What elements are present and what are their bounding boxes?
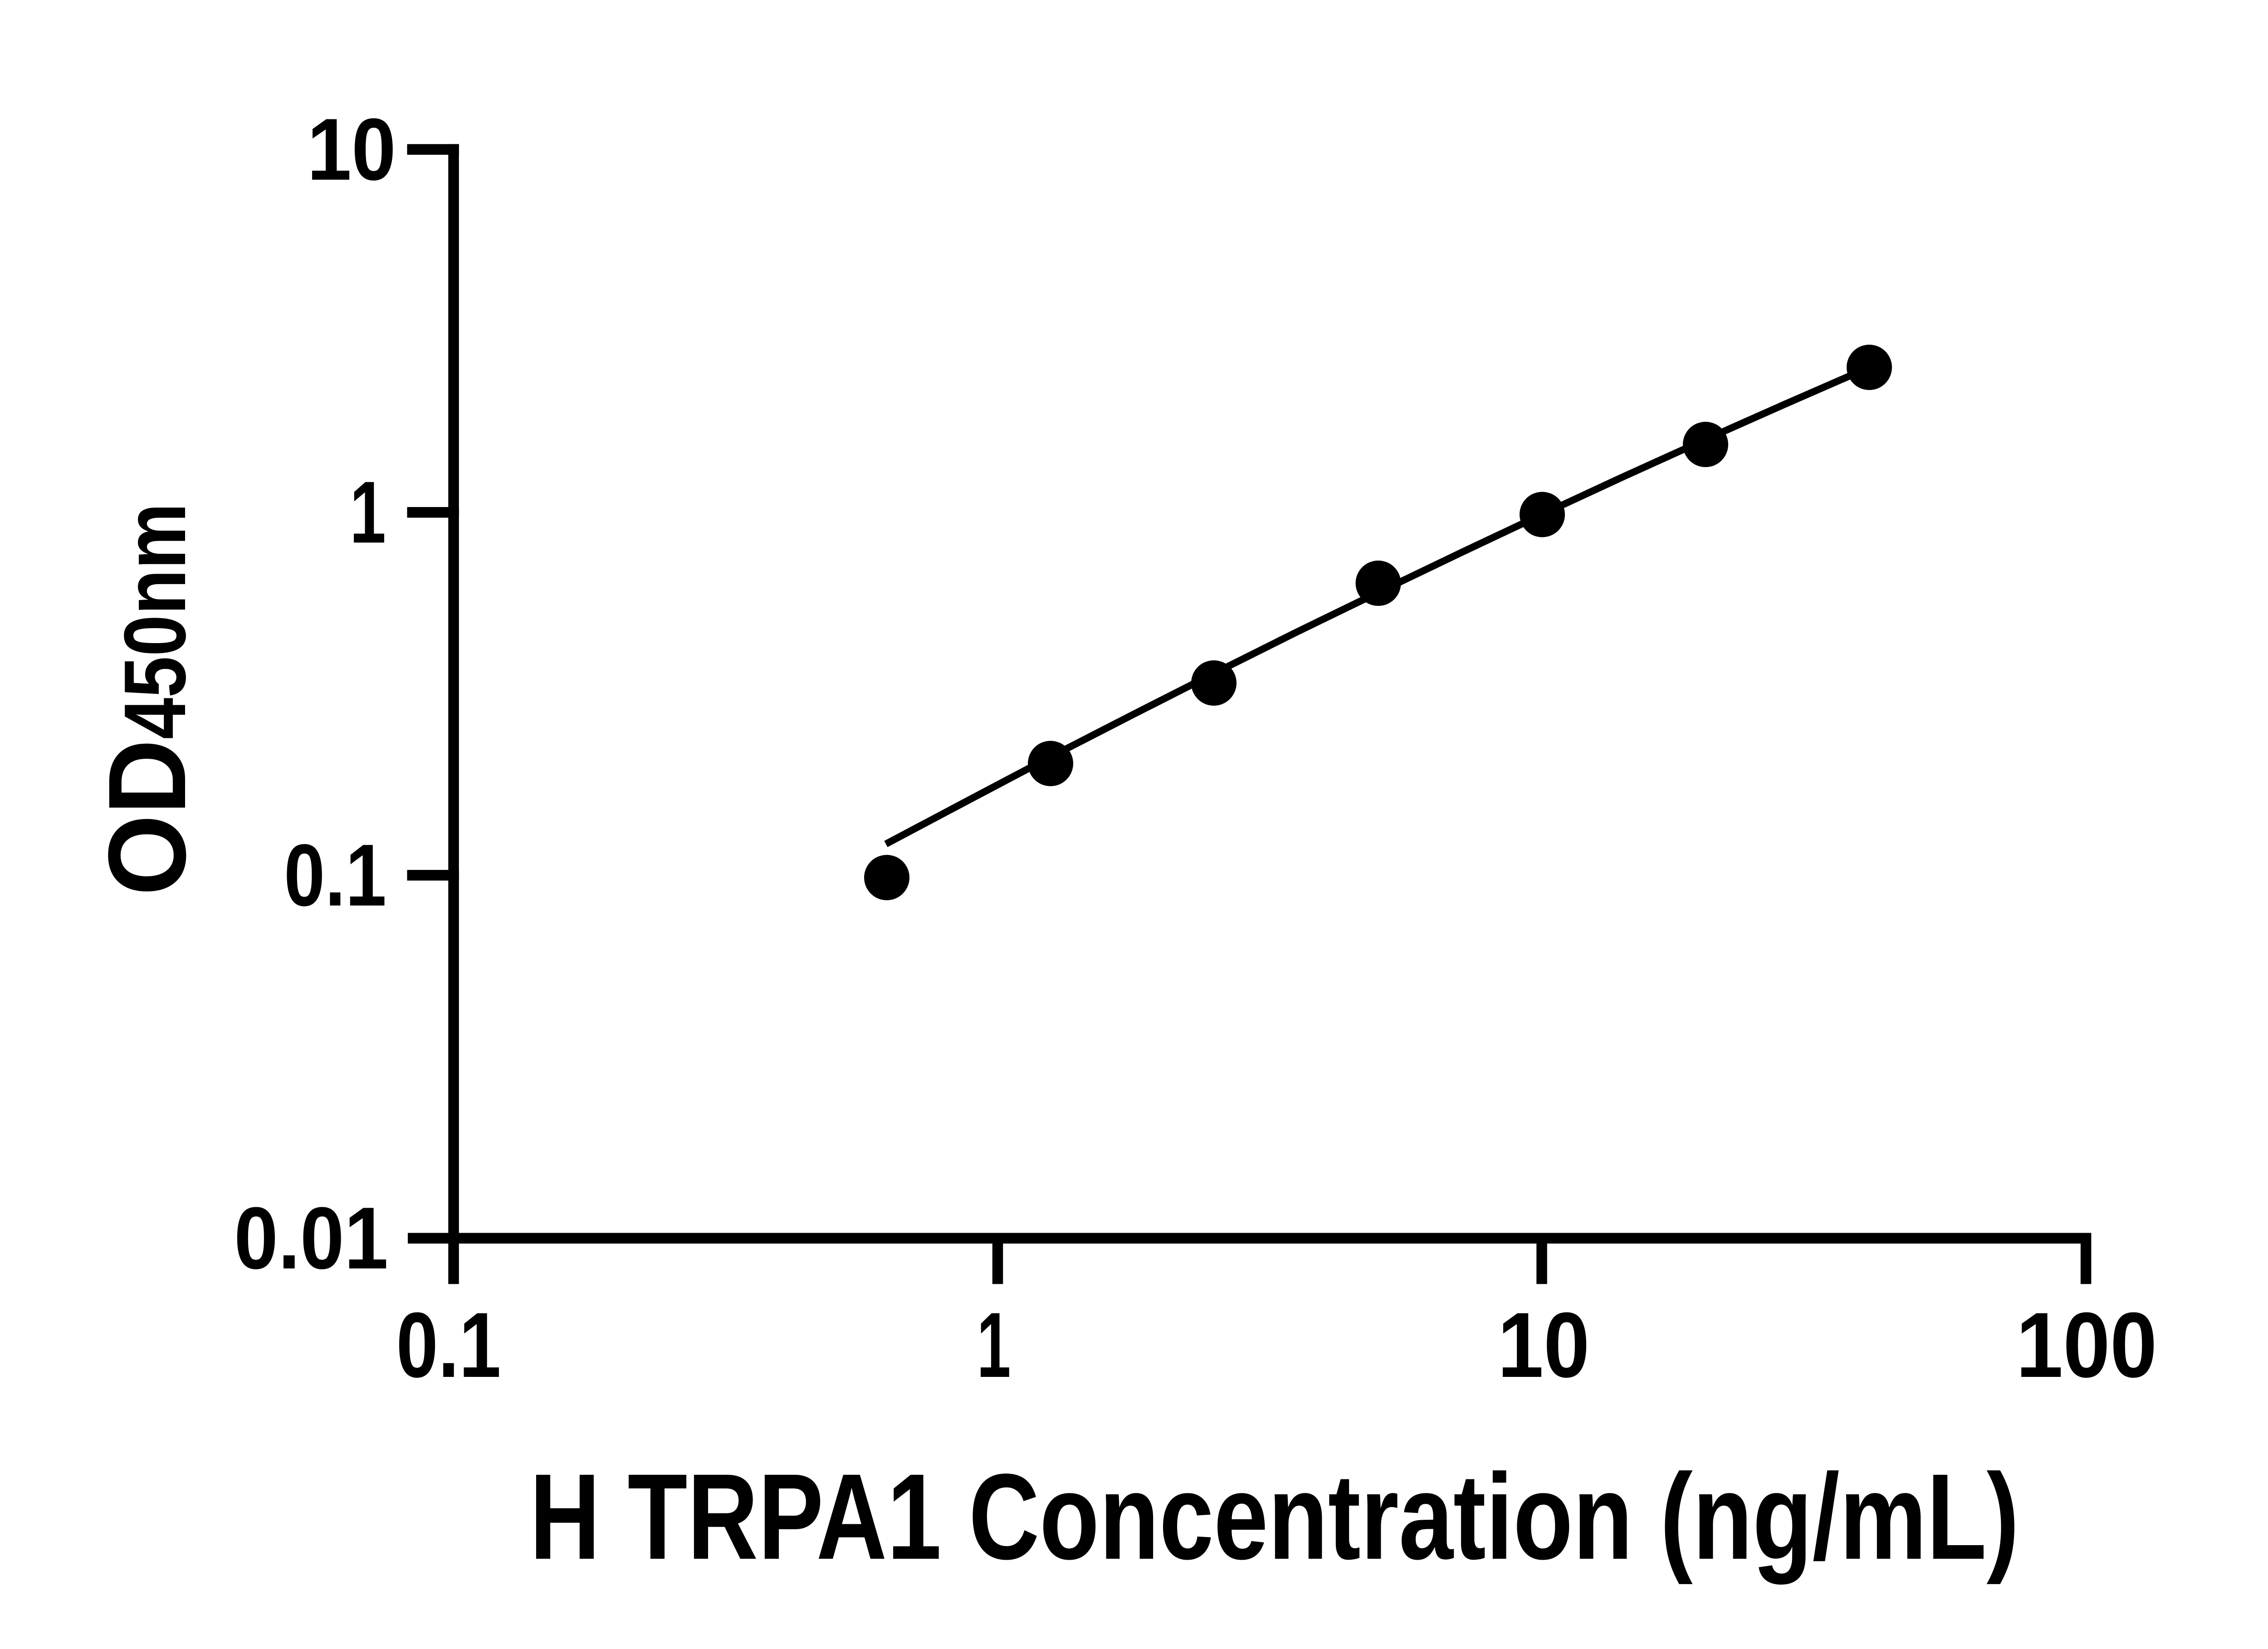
svg-text:OD: OD xyxy=(86,739,209,896)
svg-text:0.01: 0.01 xyxy=(234,1189,388,1288)
svg-text:1: 1 xyxy=(977,1293,1011,1397)
svg-text:0.1: 0.1 xyxy=(284,826,386,925)
svg-text:100: 100 xyxy=(2016,1293,2157,1397)
svg-text:10: 10 xyxy=(1498,1293,1590,1397)
svg-text:10: 10 xyxy=(307,100,396,199)
svg-text:H TRPA1 Concentration (ng/mL): H TRPA1 Concentration (ng/mL) xyxy=(530,1449,2019,1586)
svg-text:450nm: 450nm xyxy=(106,503,204,739)
svg-text:1: 1 xyxy=(350,463,386,561)
svg-text:0.1: 0.1 xyxy=(396,1293,501,1397)
